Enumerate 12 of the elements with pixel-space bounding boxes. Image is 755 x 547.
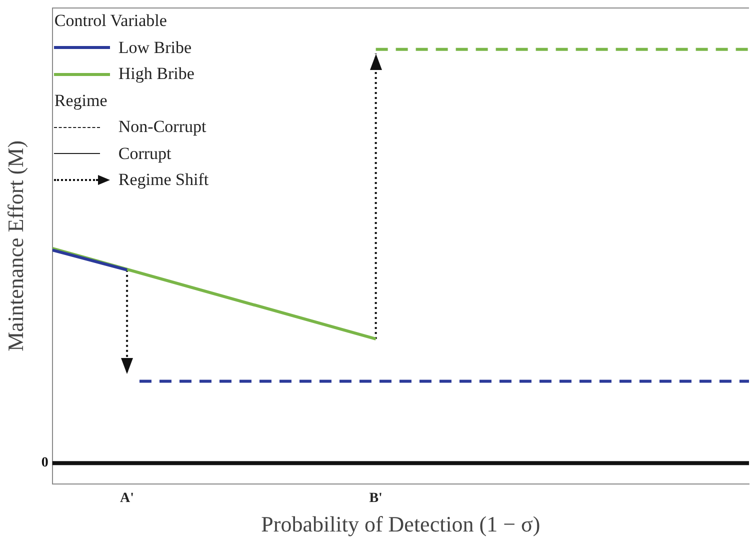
x-axis-title: Probability of Detection (1 − σ) — [261, 512, 540, 537]
ref-line-label: 0 — [41, 456, 48, 471]
legend-label: Low Bribe — [118, 36, 192, 58]
legend-title: Control Variable — [54, 10, 167, 32]
annotation: Corrupt — [118, 142, 172, 165]
legend-label: Regime Shift — [118, 169, 209, 191]
legend-label: High Bribe — [118, 63, 194, 85]
x-tick-label: B' — [369, 490, 382, 506]
annotation: Non-Corrupt — [118, 116, 206, 138]
y-axis-title: Maintenance Effort (M) — [2, 140, 28, 352]
annotation: Regime — [54, 90, 108, 112]
x-tick-label: A' — [120, 490, 134, 506]
